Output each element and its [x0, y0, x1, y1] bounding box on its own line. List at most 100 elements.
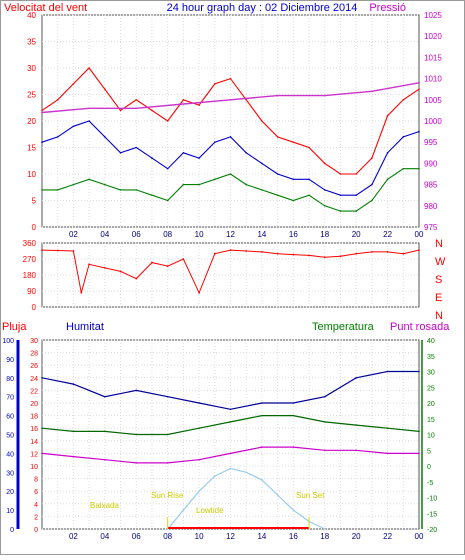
compass-label: E: [435, 292, 442, 304]
humidity-tick-label: 4: [34, 502, 38, 509]
point-gust: [339, 173, 342, 175]
legend-rain: Pluja: [2, 321, 27, 333]
point-direction: [88, 263, 91, 266]
point-direction: [261, 250, 263, 253]
point-direction: [56, 249, 59, 252]
point-low: [72, 183, 75, 186]
point-low: [261, 189, 263, 191]
pressure-tick-label: 1020: [424, 32, 442, 41]
point-humidity: [104, 395, 106, 398]
point-temperature: [229, 421, 232, 423]
point-pressure: [88, 107, 90, 110]
temp-tick-label: -20: [427, 527, 437, 534]
point-avg: [151, 157, 153, 159]
point-humidity: [41, 377, 43, 379]
point-pressure: [41, 111, 43, 114]
point-low: [88, 178, 90, 181]
point-low: [198, 183, 200, 186]
point-temperature: [292, 414, 295, 417]
point-humidity: [72, 383, 75, 385]
point-temperature: [323, 421, 326, 423]
pressure-tick-label: 975: [424, 223, 438, 232]
direction-y-axis: 0 90 180 270 360: [23, 239, 37, 312]
temp-tick-label: 25: [427, 385, 435, 392]
wind-tick-label: 20: [27, 117, 36, 126]
point-gust: [245, 99, 248, 101]
point-dew: [104, 458, 106, 461]
point-pressure: [418, 82, 420, 84]
point-humidity: [229, 408, 232, 411]
point-avg: [339, 194, 342, 196]
point-direction: [80, 291, 83, 294]
point-dew: [292, 446, 295, 448]
direction-tick-label: 360: [23, 239, 37, 248]
point-avg: [276, 173, 279, 175]
rain-tick-label: 0: [10, 527, 14, 534]
humidity-tick-label: 14: [30, 439, 38, 446]
point-dew: [418, 452, 420, 455]
humidity-tick-label: 22: [30, 388, 38, 395]
compass-label: N: [435, 310, 443, 322]
humidity-tick-label: 12: [30, 451, 38, 458]
point-low: [402, 167, 405, 170]
point-solar: [198, 490, 200, 493]
rain-tick-label: 20: [6, 489, 14, 496]
x-tick-label: 22: [383, 230, 392, 239]
point-dew: [261, 446, 263, 448]
point-low: [386, 178, 389, 181]
pressure-tick-label: 990: [424, 159, 438, 168]
point-avg: [135, 146, 138, 149]
compass-label: W: [435, 256, 446, 268]
temp-tick-label: -15: [427, 511, 437, 518]
rain-tick-label: 90: [6, 357, 14, 364]
point-gust: [119, 109, 122, 112]
point-temperature: [418, 430, 420, 433]
rain-tick-label: 10: [6, 508, 14, 515]
legend-humidity: Humitat: [66, 321, 104, 333]
temp-tick-label: 35: [427, 354, 435, 361]
x-tick-label: 12: [226, 230, 235, 239]
point-direction: [72, 250, 75, 252]
point-avg: [386, 152, 389, 154]
x-tick-label: 00: [415, 230, 424, 239]
temp-tick-label: 5: [427, 448, 431, 455]
wind-tick-label: 30: [27, 64, 36, 73]
point-gust: [166, 120, 169, 122]
point-temperature: [355, 424, 357, 426]
point-dew: [41, 452, 43, 455]
point-low: [182, 183, 185, 186]
point-avg: [41, 141, 43, 143]
point-avg: [198, 157, 200, 159]
point-humidity: [355, 377, 357, 379]
wind-tick-label: 0: [32, 223, 37, 232]
point-gust: [41, 109, 43, 112]
point-humidity: [292, 402, 295, 404]
wind-tick-label: 15: [27, 144, 36, 153]
humidity-tick-label: 2: [34, 514, 38, 521]
point-direction: [198, 291, 200, 294]
point-temperature: [72, 430, 75, 433]
point-avg: [402, 136, 405, 138]
x-tick-label: 14: [257, 532, 266, 541]
point-gust: [308, 146, 310, 149]
temp-tick-label: -5: [427, 480, 433, 487]
point-low: [41, 189, 43, 191]
point-direction: [402, 252, 405, 255]
point-avg: [418, 130, 420, 133]
x-tick-label: 12: [226, 532, 235, 541]
x-tick-label: 20: [352, 230, 361, 239]
point-direction: [151, 261, 153, 264]
point-low: [213, 178, 216, 181]
point-avg: [261, 162, 263, 165]
temp-tick-label: -10: [427, 496, 437, 503]
series-direction: [41, 249, 420, 295]
point-low: [135, 189, 138, 191]
point-dew: [198, 458, 200, 461]
point-gust: [261, 120, 263, 122]
x-tick-label: 16: [289, 532, 298, 541]
temp-tick-label: 0: [427, 464, 431, 471]
point-avg: [213, 141, 216, 143]
point-solar: [245, 471, 248, 474]
point-solar: [276, 494, 279, 496]
pressure-tick-label: 1010: [424, 75, 442, 84]
